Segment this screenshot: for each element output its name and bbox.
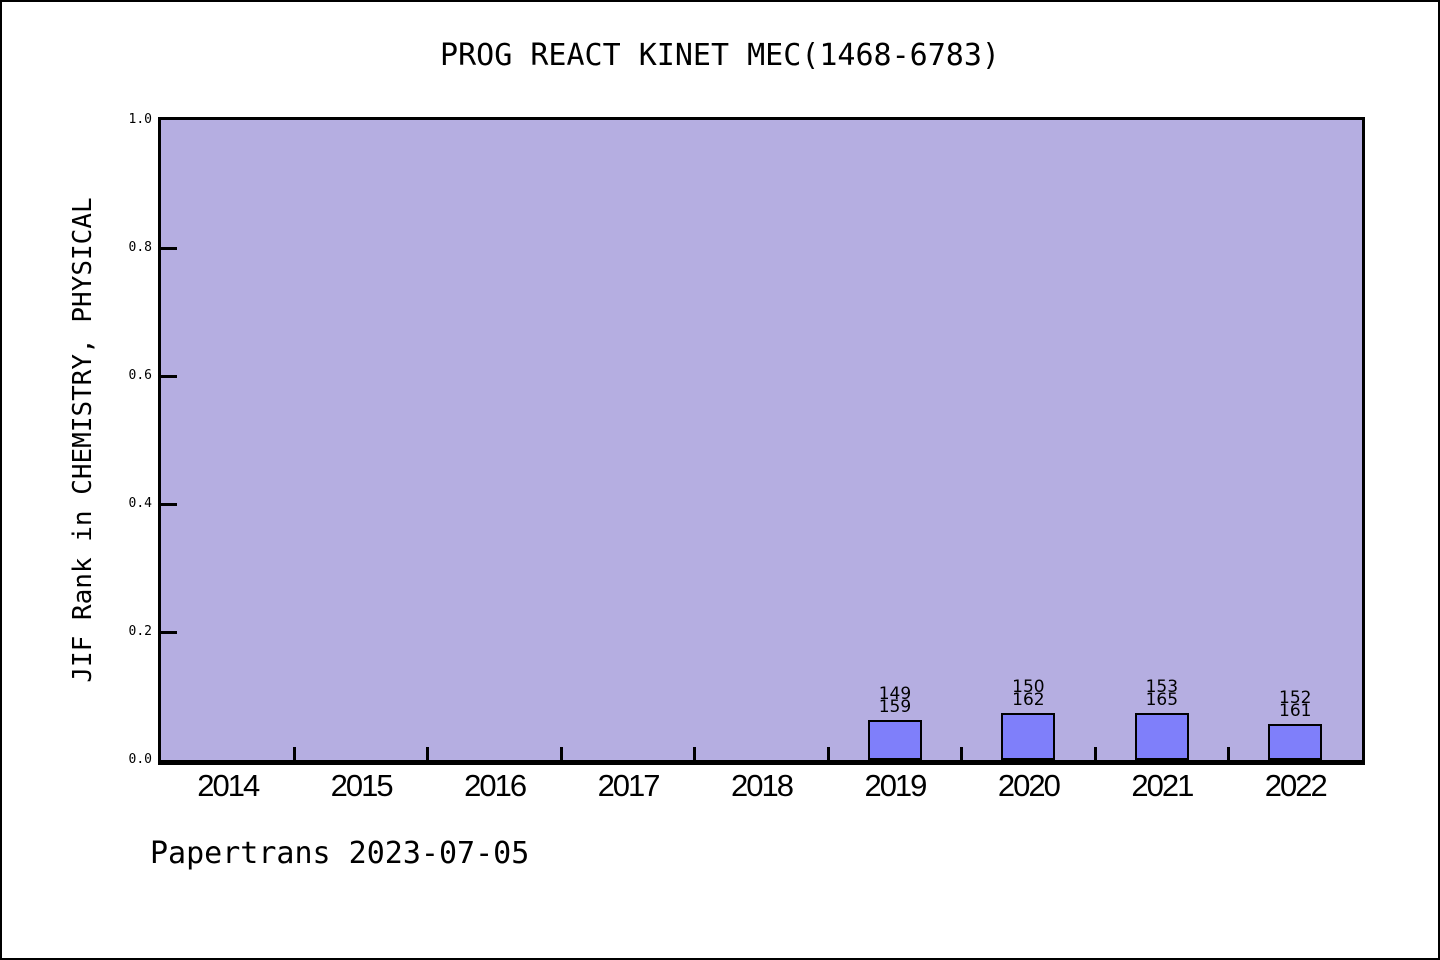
bar-value-label-2020: 150 162 xyxy=(988,677,1068,710)
bar-value-label-2021: 153 165 xyxy=(1122,677,1202,710)
x-axis-tick-label: 2022 xyxy=(1264,768,1328,803)
bar-value-rank: 152 xyxy=(1279,688,1312,708)
x-axis-tick xyxy=(1093,747,1097,760)
x-axis-tick-label: 2014 xyxy=(197,768,260,803)
bar-value-total: 159 xyxy=(878,697,912,717)
bar-value-total: 161 xyxy=(1279,701,1312,721)
x-axis-tick xyxy=(1227,747,1231,760)
x-axis-tick-label: 2019 xyxy=(864,768,927,803)
y-axis-tick-label: 0.4 xyxy=(128,496,152,511)
y-axis-tick-label: 0.2 xyxy=(128,624,152,639)
x-axis-tick-label: 2016 xyxy=(464,768,527,803)
y-axis-tick-label: 0.0 xyxy=(128,752,152,767)
x-axis-tick xyxy=(960,747,964,760)
y-axis-tick-label: 0.8 xyxy=(128,240,152,255)
x-axis-tick xyxy=(826,747,830,760)
chart-title: PROG REACT KINET MEC(1468-6783) xyxy=(440,38,1000,73)
bar-value-rank: 150 xyxy=(1012,677,1045,697)
y-axis-tick xyxy=(161,246,177,250)
bar-value-label-2019: 149 159 xyxy=(855,684,935,717)
watermark-text: Papertrans 2023-07-05 xyxy=(150,836,530,871)
bar-value-rank: 149 xyxy=(878,684,912,704)
y-axis-tick xyxy=(161,502,177,506)
bar-2022 xyxy=(1268,724,1323,760)
y-axis-tick xyxy=(161,374,177,378)
y-axis-tick-label: 0.6 xyxy=(128,368,152,383)
x-axis-tick xyxy=(693,747,697,760)
x-axis-tick xyxy=(426,747,430,760)
bar-2021 xyxy=(1134,713,1189,760)
y-axis-tick xyxy=(161,630,177,634)
x-axis-tick-label: 2021 xyxy=(1131,768,1194,803)
y-axis-tick-label: 1.0 xyxy=(128,112,152,127)
bar-value-rank: 153 xyxy=(1145,677,1179,697)
x-axis-tick xyxy=(292,747,296,760)
bar-2019 xyxy=(867,720,922,760)
x-axis-tick xyxy=(559,747,563,760)
bar-value-total: 165 xyxy=(1145,690,1179,710)
x-axis-tick-label: 2015 xyxy=(330,768,394,803)
x-axis-tick-label: 2020 xyxy=(997,768,1061,803)
plot-area xyxy=(158,117,1365,765)
bar-2020 xyxy=(1001,713,1056,760)
x-axis-tick-label: 2018 xyxy=(731,768,794,803)
x-axis-tick-label: 2017 xyxy=(597,768,661,803)
bar-value-label-2022: 152 161 xyxy=(1255,688,1335,721)
bar-value-total: 162 xyxy=(1012,690,1045,710)
